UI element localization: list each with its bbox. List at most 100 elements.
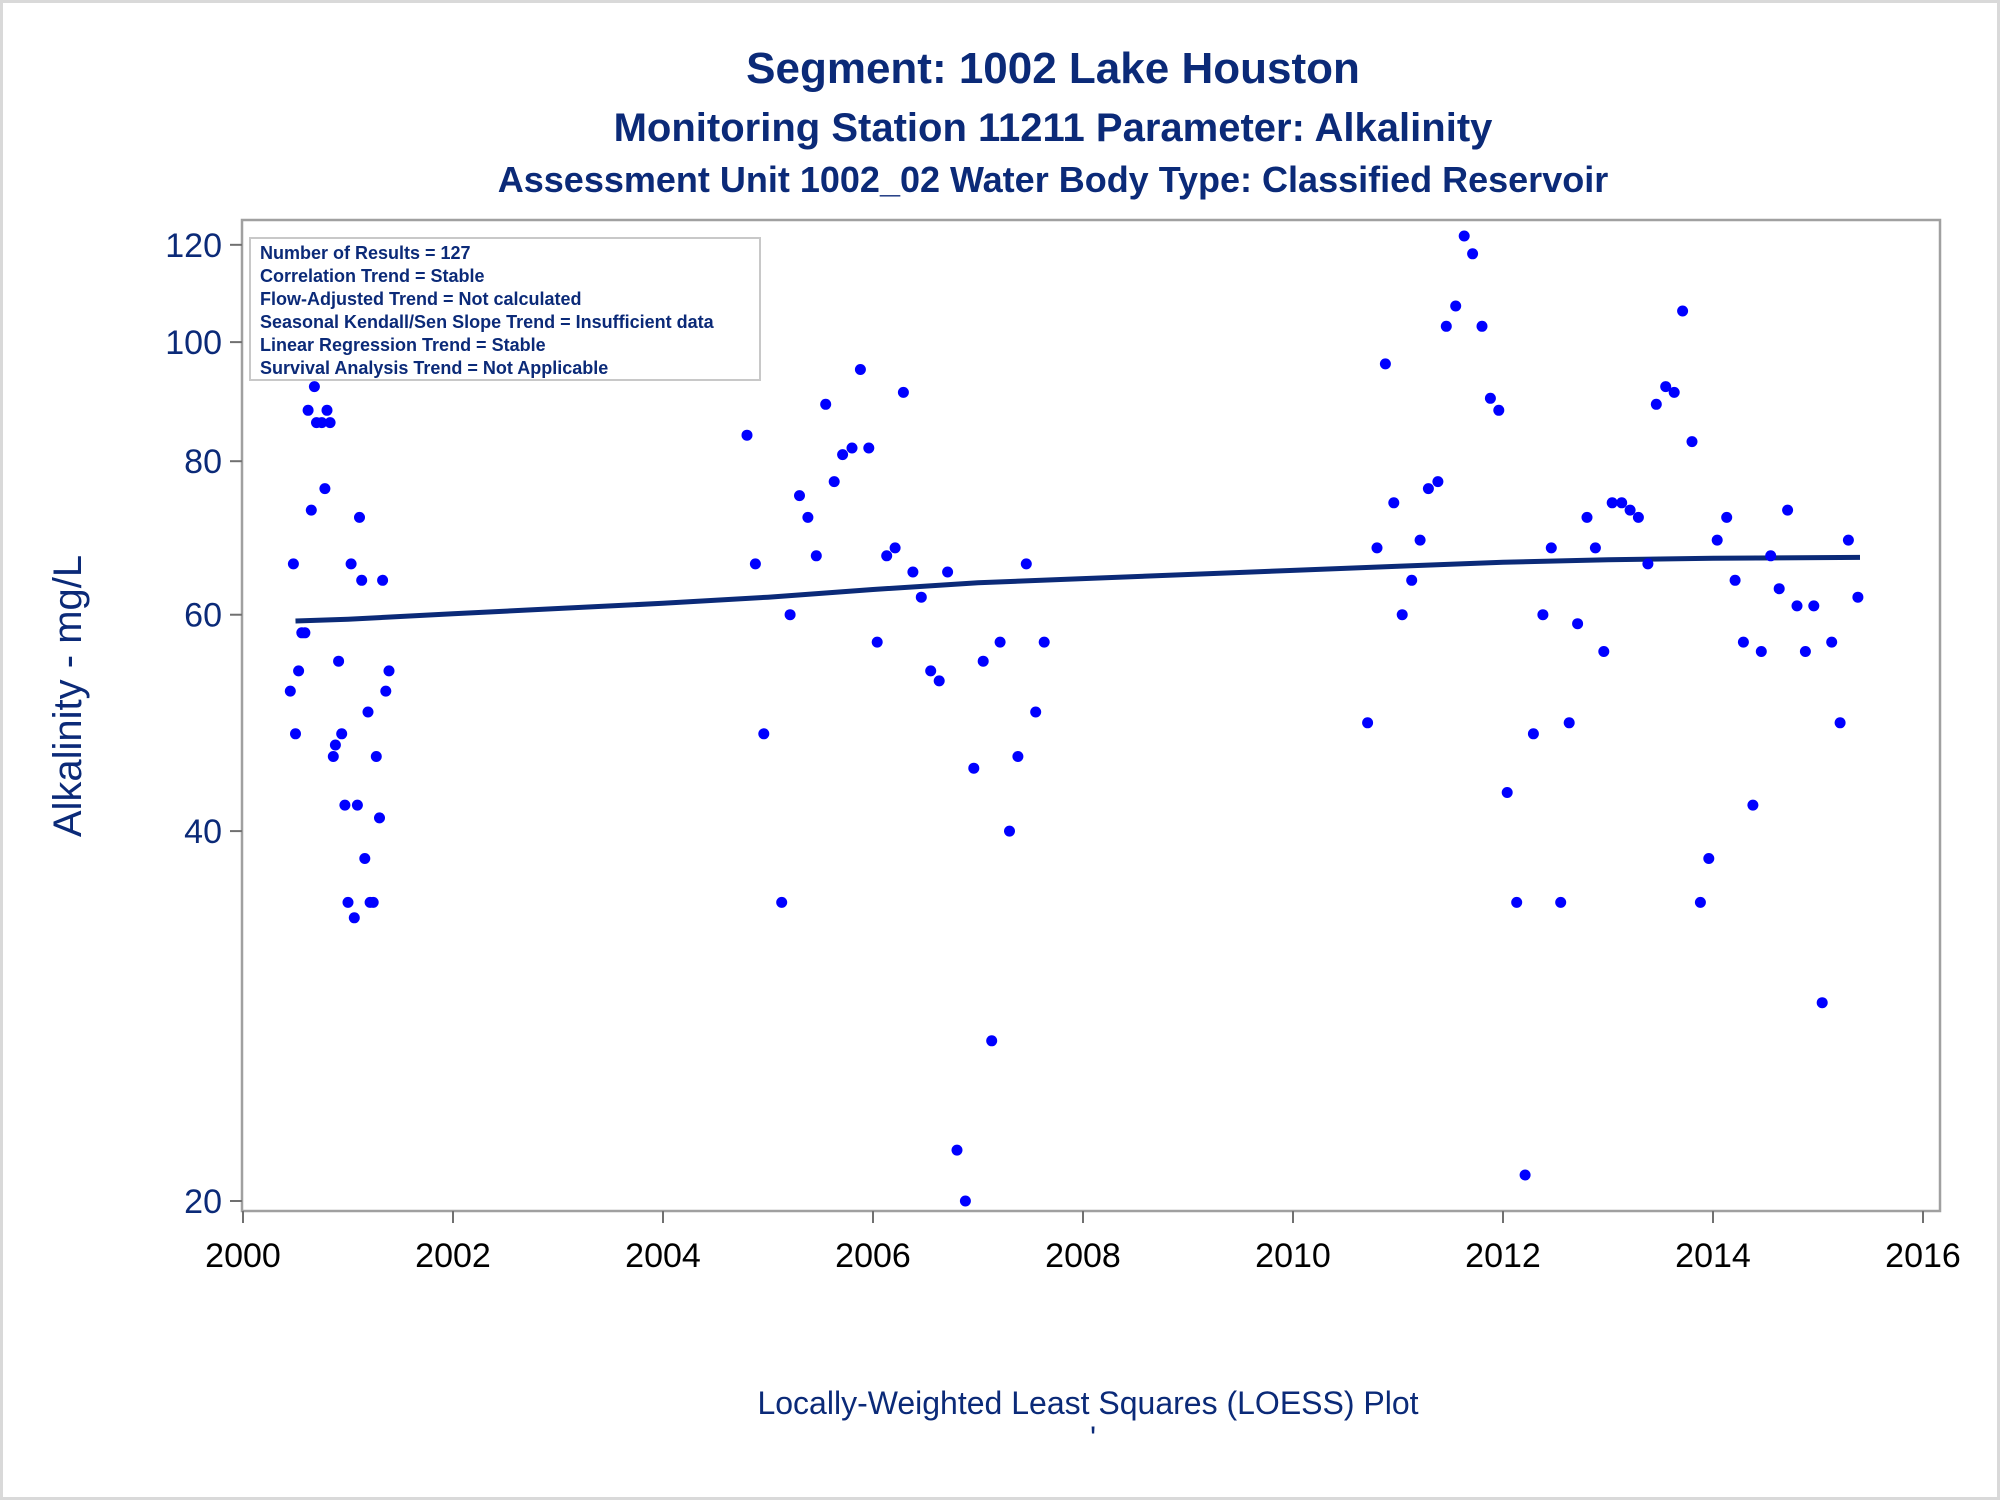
data-point <box>290 728 301 740</box>
data-point <box>374 812 385 824</box>
data-point <box>1747 799 1759 811</box>
data-point <box>1598 646 1610 657</box>
y-tick-label: 100 <box>165 324 222 362</box>
data-point <box>915 591 927 603</box>
data-point <box>837 449 849 461</box>
stats-line-seasonal-kendall: Seasonal Kendall/Sen Slope Trend = Insuf… <box>260 312 715 332</box>
data-point <box>828 476 840 488</box>
data-point <box>741 429 753 441</box>
data-point <box>854 364 866 375</box>
data-point <box>1581 511 1593 523</box>
data-point <box>1721 511 1733 523</box>
y-axis-label: Alkalinity - mg/L <box>46 555 90 837</box>
data-point <box>359 853 371 864</box>
data-point <box>336 728 348 740</box>
data-point <box>287 558 299 570</box>
alkalinity-chart: Segment: 1002 Lake Houston Monitoring St… <box>46 44 1961 1456</box>
data-point <box>959 1195 971 1207</box>
stats-box-border <box>249 237 761 381</box>
x-tick-label: 2012 <box>1465 1237 1541 1275</box>
data-point <box>367 896 379 908</box>
data-point <box>1677 305 1689 317</box>
x-tick-label: 2004 <box>625 1237 701 1275</box>
data-point <box>1563 717 1575 729</box>
data-point <box>1616 497 1628 509</box>
data-point <box>284 685 296 697</box>
data-point <box>951 1144 963 1156</box>
data-point <box>889 542 901 554</box>
data-point <box>1450 300 1462 312</box>
data-point <box>329 739 341 751</box>
data-point <box>1668 386 1680 398</box>
data-point <box>1362 717 1374 729</box>
data-point <box>994 636 1006 648</box>
data-point <box>327 751 339 762</box>
data-point <box>1808 600 1820 612</box>
data-point <box>348 912 360 924</box>
data-point <box>968 762 980 774</box>
data-point <box>1632 511 1644 523</box>
stats-line-flow-adjusted: Flow-Adjusted Trend = Not calculated <box>260 289 582 309</box>
data-point <box>1537 609 1549 621</box>
footnote-mark: ' <box>1090 1420 1096 1456</box>
data-point <box>925 665 937 677</box>
data-point <box>370 751 382 762</box>
data-point <box>1388 497 1400 509</box>
data-point <box>302 404 314 416</box>
data-point <box>1458 230 1470 242</box>
data-point <box>1782 504 1794 516</box>
data-point <box>846 442 858 454</box>
data-point <box>933 675 945 687</box>
data-point <box>1484 392 1496 404</box>
data-point <box>1422 483 1434 495</box>
data-point <box>1791 600 1803 612</box>
data-point <box>1467 248 1479 260</box>
data-point <box>342 896 354 908</box>
data-point <box>1038 636 1050 648</box>
data-point <box>1755 646 1767 657</box>
data-point <box>1004 825 1015 837</box>
data-point <box>820 398 832 410</box>
data-point <box>1493 404 1505 416</box>
data-point <box>1371 542 1383 554</box>
data-point <box>345 558 357 570</box>
data-point <box>1501 787 1513 798</box>
data-point <box>1396 609 1408 621</box>
data-point <box>802 511 814 523</box>
data-point <box>354 511 365 523</box>
data-point <box>863 442 875 454</box>
data-points <box>284 230 1864 1207</box>
data-point <box>1030 706 1042 718</box>
data-point <box>1432 476 1444 488</box>
data-point <box>1737 636 1749 648</box>
data-point <box>776 896 788 908</box>
plot-area <box>240 218 1942 1213</box>
data-point <box>305 504 317 516</box>
x-tick-label: 2010 <box>1255 1237 1331 1275</box>
data-point <box>1686 436 1698 448</box>
data-point <box>1511 896 1523 908</box>
data-point <box>339 799 351 811</box>
loess-line <box>295 554 1861 624</box>
chart-subtitle-station: Monitoring Station 11211 Parameter: Alka… <box>614 106 1494 150</box>
stats-line-correlation: Correlation Trend = Stable <box>260 266 485 286</box>
data-point <box>321 404 333 416</box>
data-point <box>319 483 331 495</box>
data-point <box>986 1035 998 1047</box>
data-point <box>1020 558 1032 570</box>
data-point <box>871 636 883 648</box>
data-point <box>1440 320 1452 332</box>
x-tick-label: 2014 <box>1675 1237 1751 1275</box>
data-point <box>299 627 311 639</box>
data-point <box>1816 997 1828 1009</box>
y-axis: 20 40 60 80 100 120 <box>165 227 242 1221</box>
data-point <box>1642 558 1654 570</box>
x-axis: 2000 2002 2004 2006 2008 2010 2012 2014 2016 <box>205 1211 1961 1275</box>
data-point <box>784 609 796 621</box>
data-point <box>1606 497 1618 509</box>
stats-line-survival: Survival Analysis Trend = Not Applicable <box>260 358 608 378</box>
data-point <box>1711 534 1723 546</box>
data-point <box>897 386 909 398</box>
data-point <box>293 665 305 677</box>
